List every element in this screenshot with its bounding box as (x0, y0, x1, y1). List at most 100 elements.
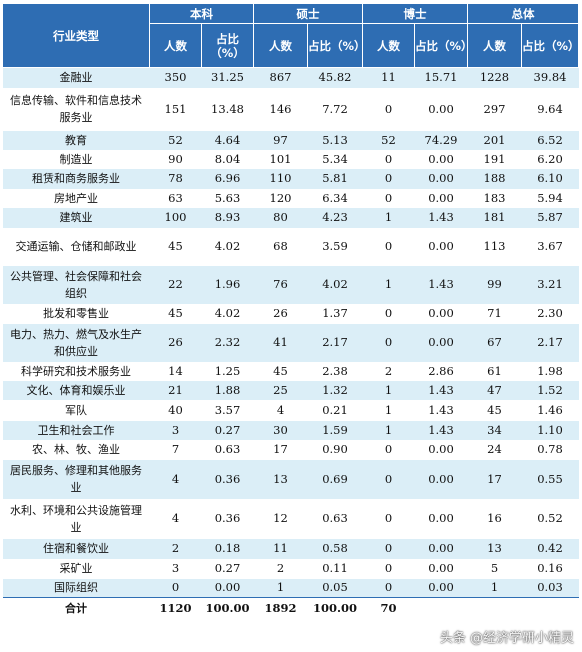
ratio-cell: 0.36 (214, 511, 241, 525)
table-row: 居民服务、修理和其他服务业 4 0.36 13 0.69 0 0.00 17 0.55 (2, 459, 579, 499)
ratio-cell: 0.11 (322, 561, 348, 575)
header-ratio: 占比（%） (201, 23, 254, 68)
ratio-cell: 6.34 (322, 190, 348, 205)
ratio-cell: 6.20 (537, 151, 563, 166)
count-cell: 3 (171, 561, 180, 575)
total-cell: 100.00 (201, 597, 254, 620)
count-cell: 52 (149, 130, 202, 150)
ratio-cell: 8.93 (201, 207, 254, 228)
count-cell: 47 (467, 380, 522, 400)
ratio-cell: 4.23 (307, 207, 363, 228)
ratio-cell: 1.43 (414, 420, 468, 440)
total-cell: 1120 (149, 597, 202, 620)
ratio-cell: 0.55 (521, 459, 579, 499)
industry-name: 房地产业 (54, 191, 98, 205)
ratio-cell: 0.00 (414, 323, 468, 362)
count-cell: 0 (362, 168, 415, 189)
header-count: 人数 (362, 23, 415, 68)
ratio-cell: 1.46 (537, 402, 563, 417)
ratio-cell: 31.25 (201, 67, 254, 88)
count-cell: 0 (384, 239, 393, 253)
header-count: 人数 (467, 23, 522, 68)
ratio-cell: 1.96 (201, 265, 254, 304)
ratio-cell: 3.67 (537, 239, 563, 253)
ratio-cell: 0.00 (414, 459, 468, 499)
count-cell: 1 (253, 578, 308, 598)
header-ratio: 占比（%） (521, 23, 580, 68)
table-row: 批发和零售业 45 4.02 26 1.37 0 0.00 71 2.30 (3, 304, 579, 324)
table-row: 科学研究和技术服务业 14 1.25 45 2.38 2 2.86 61 1.98 (3, 362, 579, 381)
header-group-doctor: 博士 (362, 3, 468, 24)
count-cell: 0 (384, 151, 393, 166)
count-cell: 0 (384, 306, 393, 320)
ratio-cell: 1.25 (214, 363, 241, 378)
header-group-master: 硕士 (253, 3, 363, 24)
ratio-cell: 0.00 (428, 101, 454, 116)
count-cell: 1 (362, 420, 415, 440)
count-cell: 0 (384, 101, 393, 116)
count-cell: 0 (384, 190, 393, 205)
industry-name: 批发和零售业 (43, 307, 109, 320)
count-cell: 867 (253, 67, 308, 88)
ratio-cell: 1.43 (428, 402, 454, 417)
count-cell: 2 (149, 538, 202, 559)
count-cell: 26 (273, 306, 288, 320)
ratio-cell: 39.84 (521, 67, 579, 88)
ratio-cell: 1.59 (307, 420, 363, 440)
count-cell: 120 (269, 190, 292, 205)
count-cell: 0 (362, 459, 415, 499)
ratio-cell: 0.78 (537, 442, 563, 456)
table-row: 建筑业 100 8.93 80 4.23 1 1.43 181 5.87 (2, 207, 579, 228)
industry-name: 军队 (65, 403, 87, 417)
ratio-cell: 0.36 (201, 459, 254, 499)
count-cell: 25 (253, 380, 308, 400)
ratio-cell: 9.64 (537, 101, 563, 116)
count-cell: 30 (253, 420, 308, 440)
count-cell: 16 (487, 511, 502, 525)
count-cell: 45 (168, 306, 183, 320)
ratio-cell: 0.00 (428, 239, 454, 253)
ratio-cell: 74.29 (414, 130, 468, 150)
count-cell: 68 (273, 239, 288, 253)
count-cell: 13 (467, 538, 522, 559)
table-row: 公共管理、社会保障和社会组织 22 1.96 76 4.02 1 1.43 99 3.21 (2, 265, 579, 304)
industry-name: 租赁和商务服务业 (2, 168, 150, 189)
count-cell: 97 (253, 130, 308, 150)
ratio-cell: 0.05 (307, 578, 363, 598)
header-ratio: 占比（%） (414, 23, 473, 68)
ratio-cell: 5.81 (307, 168, 363, 189)
count-cell: 183 (483, 190, 506, 205)
count-cell: 100 (149, 207, 202, 228)
count-cell: 1 (362, 265, 415, 304)
total-cell (521, 597, 579, 620)
total-cell: 1892 (253, 597, 308, 620)
table-row: 文化、体育和娱乐业 21 1.88 25 1.32 1 1.43 47 1.52 (2, 380, 579, 400)
count-cell: 7 (171, 442, 180, 456)
ratio-cell: 2.38 (322, 363, 348, 378)
industry-name: 农、林、牧、渔业 (32, 443, 120, 456)
industry-name: 国际组织 (2, 578, 150, 598)
ratio-cell: 5.94 (537, 190, 563, 205)
count-cell: 2 (384, 363, 393, 378)
count-cell: 181 (467, 207, 522, 228)
header-ratio: 占比（%） (307, 23, 366, 68)
ratio-cell: 0.00 (414, 168, 468, 189)
ratio-cell: 0.69 (307, 459, 363, 499)
count-cell: 4 (276, 402, 285, 417)
industry-name: 公共管理、社会保障和社会组织 (2, 265, 150, 304)
ratio-cell: 0.00 (428, 511, 454, 525)
industry-name: 信息传输、软件和信息技术服务业 (10, 94, 142, 124)
count-cell: 5 (490, 561, 499, 575)
count-cell: 67 (467, 323, 522, 362)
count-cell: 113 (483, 239, 506, 253)
header-group-row: 行业类型 本科 硕士 博士 总体 (2, 3, 579, 68)
industry-name: 采矿业 (59, 562, 93, 575)
count-cell: 0 (362, 323, 415, 362)
total-cell: 70 (362, 597, 415, 620)
count-cell: 201 (467, 130, 522, 150)
ratio-cell: 1.88 (201, 380, 254, 400)
total-label: 合计 (2, 597, 150, 620)
count-cell: 0 (384, 442, 393, 456)
ratio-cell: 4.64 (201, 130, 254, 150)
watermark: 头条 @经济学研小精灵 (439, 631, 574, 646)
